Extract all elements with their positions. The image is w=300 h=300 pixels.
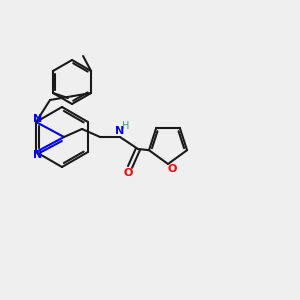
- Text: N: N: [116, 126, 124, 136]
- Text: N: N: [33, 114, 43, 124]
- Text: N: N: [33, 150, 43, 160]
- Text: H: H: [122, 121, 130, 131]
- Text: O: O: [123, 168, 133, 178]
- Text: O: O: [167, 164, 177, 174]
